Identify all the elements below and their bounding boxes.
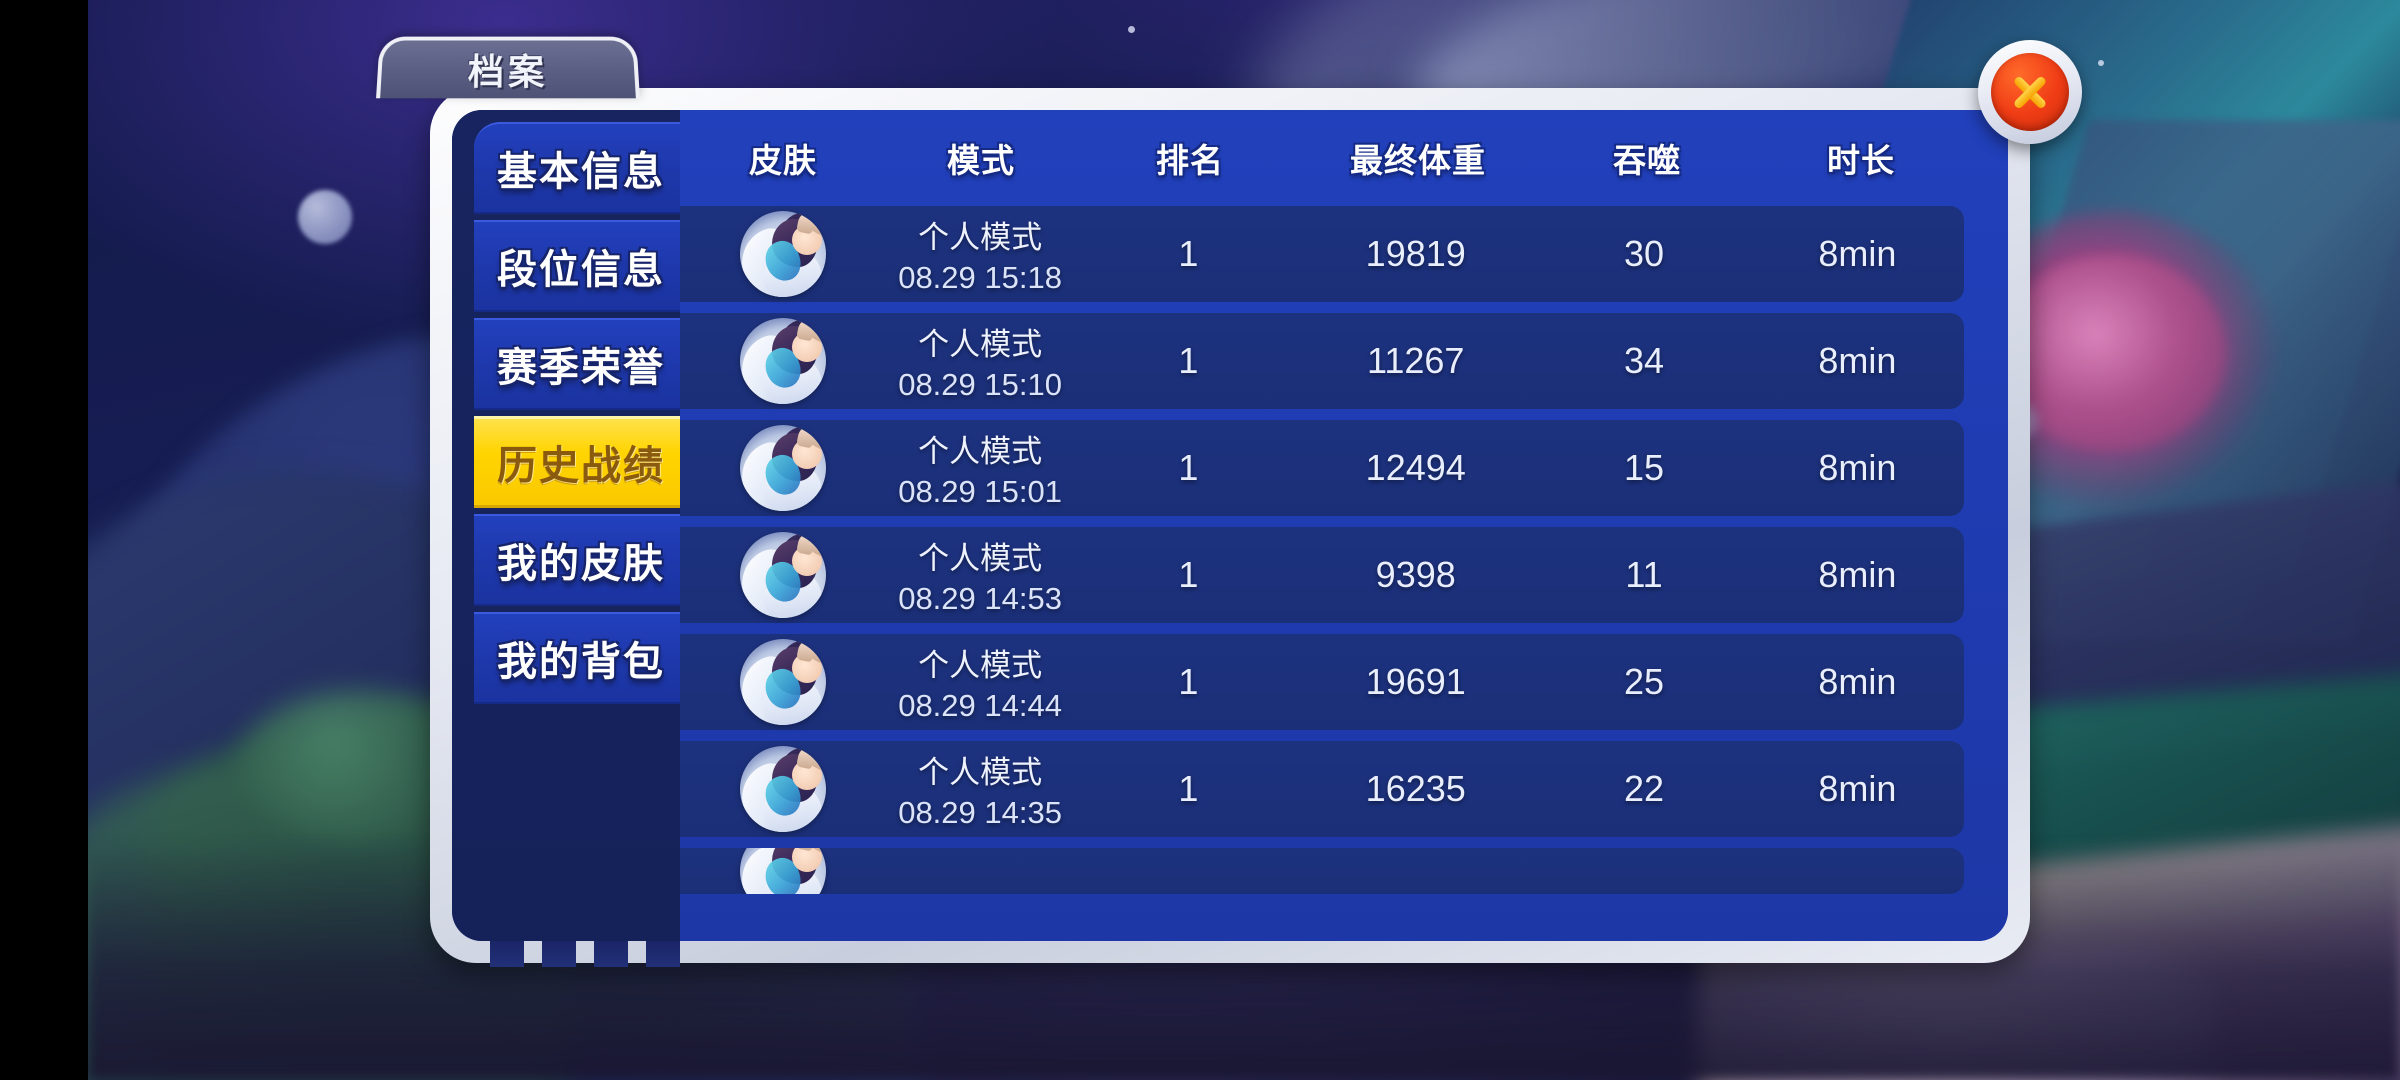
sidebar-item-label: 段位信息 bbox=[497, 248, 665, 292]
fox-skin-avatar bbox=[739, 639, 826, 725]
row-mode-cell: 个人模式 08.29 15:01 bbox=[877, 426, 1082, 510]
row-devour: 22 bbox=[1623, 768, 1665, 809]
row-rank: 1 bbox=[1178, 447, 1199, 488]
row-duration: 8min bbox=[1818, 768, 1897, 809]
row-mode-cell: 个人模式 08.29 14:35 bbox=[877, 747, 1082, 831]
fox-skin-avatar bbox=[739, 211, 826, 297]
table-header-row: 皮肤 模式 排名 最终体重 吞噬 时长 bbox=[680, 110, 2008, 206]
table-row[interactable]: 个人模式 08.29 15:18 1 19819 30 8min bbox=[680, 206, 1964, 302]
row-duration: 8min bbox=[1818, 661, 1897, 702]
row-devour: 34 bbox=[1623, 340, 1665, 381]
row-devour: 30 bbox=[1623, 233, 1665, 274]
row-duration: 8min bbox=[1818, 447, 1897, 488]
row-time-label: 08.29 14:44 bbox=[898, 688, 1062, 723]
row-rank: 1 bbox=[1178, 554, 1199, 595]
column-header-skin: 皮肤 bbox=[749, 142, 817, 179]
row-rank: 1 bbox=[1178, 768, 1199, 809]
row-mode-label: 个人模式 bbox=[918, 327, 1043, 362]
row-weight: 16235 bbox=[1365, 768, 1466, 809]
row-weight: 9398 bbox=[1375, 554, 1456, 595]
table-row[interactable]: 个人模式 08.29 14:35 1 16235 22 8min bbox=[680, 741, 1964, 837]
sidebar-item-2[interactable]: 赛季荣誉 bbox=[474, 318, 688, 410]
column-header-duration: 时长 bbox=[1827, 142, 1895, 179]
sidebar-item-label: 赛季荣誉 bbox=[497, 346, 665, 390]
row-time-label: 08.29 14:35 bbox=[898, 795, 1062, 830]
table-rows: 个人模式 08.29 15:18 1 19819 30 8min 个人模式 08.29 15:… bbox=[680, 206, 2008, 894]
row-devour: 25 bbox=[1623, 661, 1665, 702]
row-time-label: 08.29 14:53 bbox=[898, 581, 1062, 616]
row-mode-label: 个人模式 bbox=[918, 755, 1043, 790]
row-mode-label: 个人模式 bbox=[918, 648, 1043, 683]
sidebar-item-1[interactable]: 段位信息 bbox=[474, 220, 688, 312]
column-header-mode: 模式 bbox=[947, 142, 1015, 179]
row-mode-cell: 个人模式 08.29 14:44 bbox=[877, 640, 1082, 724]
fox-skin-avatar bbox=[739, 318, 826, 404]
sidebar: 基本信息段位信息赛季荣誉历史战绩我的皮肤我的背包 bbox=[452, 110, 688, 941]
bg-star bbox=[1128, 26, 1135, 33]
row-weight: 19691 bbox=[1365, 661, 1466, 702]
row-skin-cell bbox=[688, 848, 878, 894]
column-header-devour: 吞噬 bbox=[1613, 142, 1681, 179]
history-table: 皮肤 模式 排名 最终体重 吞噬 时长 个人模式 08.29 15:18 1 1981… bbox=[680, 110, 2008, 941]
table-row[interactable]: 个人模式 08.29 15:01 1 12494 15 8min bbox=[680, 420, 1964, 516]
dialog-body: 基本信息段位信息赛季荣誉历史战绩我的皮肤我的背包 皮肤 模式 排名 最终体重 吞… bbox=[452, 110, 2008, 941]
row-time-label: 08.29 15:01 bbox=[898, 474, 1062, 509]
row-time-label: 08.29 15:10 bbox=[898, 367, 1062, 402]
row-duration: 8min bbox=[1818, 340, 1897, 381]
row-mode-label: 个人模式 bbox=[918, 220, 1043, 255]
row-rank: 1 bbox=[1178, 233, 1199, 274]
close-button[interactable] bbox=[1978, 40, 2082, 144]
sidebar-item-3[interactable]: 历史战绩 bbox=[474, 416, 688, 508]
profile-dialog: 基本信息段位信息赛季荣誉历史战绩我的皮肤我的背包 皮肤 模式 排名 最终体重 吞… bbox=[376, 36, 2082, 970]
row-rank: 1 bbox=[1178, 661, 1199, 702]
row-devour: 15 bbox=[1623, 447, 1665, 488]
sidebar-item-4[interactable]: 我的皮肤 bbox=[474, 514, 688, 606]
sidebar-item-0[interactable]: 基本信息 bbox=[474, 122, 688, 214]
row-mode-label: 个人模式 bbox=[918, 434, 1043, 469]
table-row-partial[interactable] bbox=[680, 848, 1964, 894]
fox-skin-avatar bbox=[739, 746, 826, 832]
row-rank: 1 bbox=[1178, 340, 1199, 381]
table-row[interactable]: 个人模式 08.29 15:10 1 11267 34 8min bbox=[680, 313, 1964, 409]
close-icon bbox=[2006, 68, 2054, 116]
column-header-weight: 最终体重 bbox=[1350, 142, 1486, 179]
row-weight: 12494 bbox=[1365, 447, 1466, 488]
table-row[interactable]: 个人模式 08.29 14:53 1 9398 11 8min bbox=[680, 527, 1964, 623]
row-weight: 19819 bbox=[1365, 233, 1466, 274]
bg-star bbox=[2098, 60, 2104, 66]
row-skin-cell bbox=[688, 746, 877, 832]
dialog-tab-archive[interactable]: 档案 bbox=[376, 36, 640, 99]
fox-skin-avatar bbox=[740, 848, 826, 894]
row-mode-cell: 个人模式 08.29 14:53 bbox=[877, 533, 1082, 617]
dialog-frame: 基本信息段位信息赛季荣誉历史战绩我的皮肤我的背包 皮肤 模式 排名 最终体重 吞… bbox=[430, 88, 2030, 967]
row-skin-cell bbox=[688, 211, 877, 297]
row-weight: 11267 bbox=[1367, 340, 1465, 381]
sidebar-item-5[interactable]: 我的背包 bbox=[474, 612, 688, 704]
sidebar-item-label: 我的皮肤 bbox=[497, 542, 665, 586]
row-skin-cell bbox=[688, 318, 877, 404]
sidebar-item-label: 历史战绩 bbox=[497, 444, 665, 488]
bg-moon bbox=[298, 190, 352, 244]
fox-skin-avatar bbox=[739, 532, 826, 618]
row-skin-cell bbox=[688, 425, 877, 511]
column-header-rank: 排名 bbox=[1156, 142, 1224, 179]
row-time-label: 08.29 15:18 bbox=[898, 260, 1062, 295]
row-devour: 11 bbox=[1625, 554, 1663, 595]
row-duration: 8min bbox=[1818, 554, 1897, 595]
row-skin-cell bbox=[688, 532, 877, 618]
row-mode-cell: 个人模式 08.29 15:18 bbox=[877, 212, 1082, 296]
row-duration: 8min bbox=[1818, 233, 1897, 274]
fox-skin-avatar bbox=[739, 425, 826, 511]
dialog-tab-label: 档案 bbox=[467, 51, 549, 93]
row-mode-label: 个人模式 bbox=[918, 541, 1043, 576]
sidebar-item-label: 我的背包 bbox=[497, 640, 665, 684]
row-skin-cell bbox=[688, 639, 877, 725]
table-row[interactable]: 个人模式 08.29 14:44 1 19691 25 8min bbox=[680, 634, 1964, 730]
sidebar-item-label: 基本信息 bbox=[497, 150, 665, 194]
close-button-disc bbox=[1991, 53, 2069, 131]
row-mode-cell: 个人模式 08.29 15:10 bbox=[877, 319, 1082, 403]
